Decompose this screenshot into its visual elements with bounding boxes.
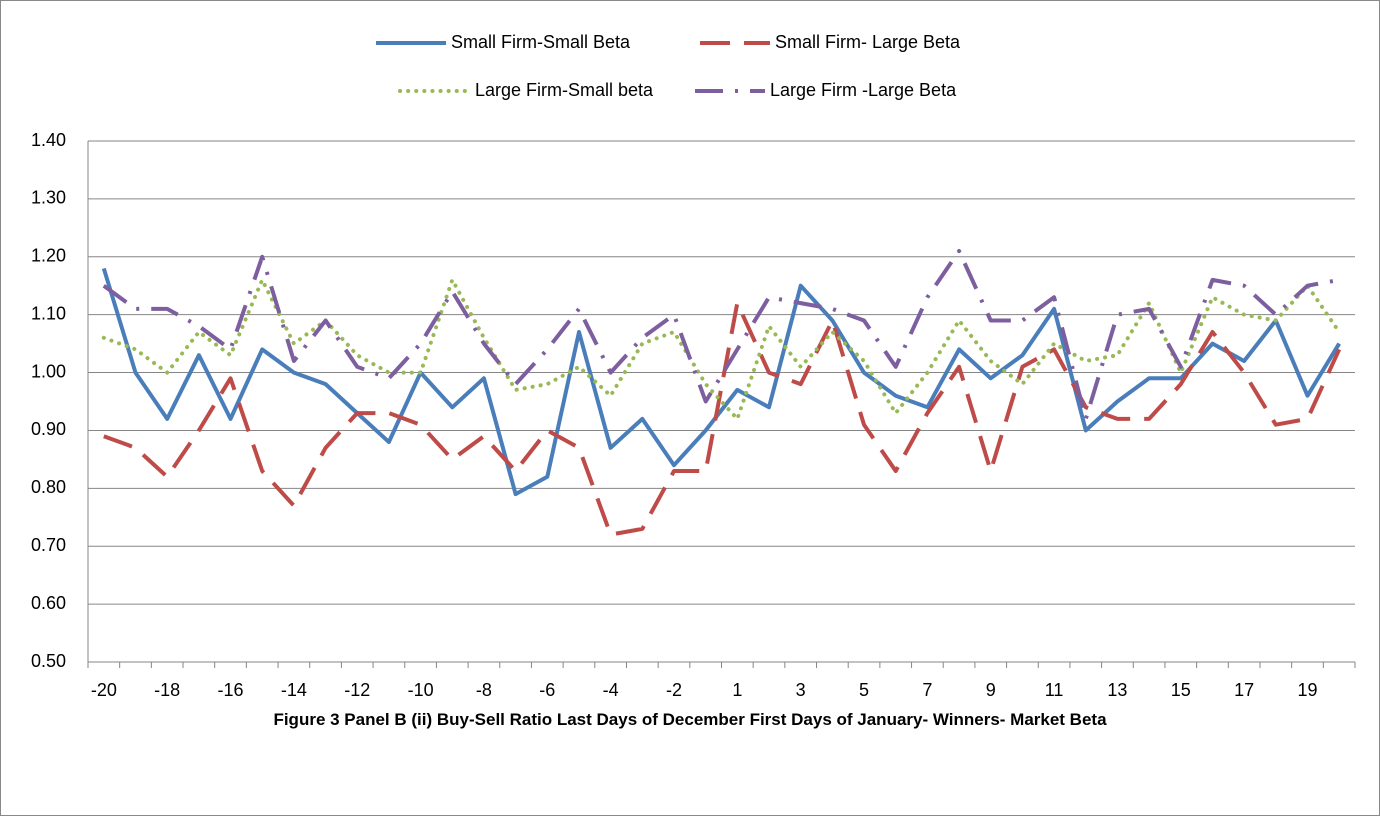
y-tick-label: 0.50	[31, 651, 66, 671]
legend-label: Large Firm -Large Beta	[770, 80, 957, 100]
x-tick-label: -10	[408, 680, 434, 700]
y-tick-label: 1.30	[31, 188, 66, 208]
y-tick-label: 1.00	[31, 361, 66, 381]
x-tick-label: -2	[666, 680, 682, 700]
x-tick-label: 17	[1234, 680, 1254, 700]
x-tick-label: 3	[796, 680, 806, 700]
y-tick-label: 1.20	[31, 246, 66, 266]
y-tick-label: 0.90	[31, 419, 66, 439]
legend-label: Small Firm-Small Beta	[451, 32, 631, 52]
x-tick-label: 19	[1297, 680, 1317, 700]
x-tick-label: 5	[859, 680, 869, 700]
chart-title: Figure 3 Panel B (ii) Buy-Sell Ratio Las…	[273, 710, 1107, 729]
x-tick-label: -16	[218, 680, 244, 700]
y-tick-label: 0.80	[31, 477, 66, 497]
x-tick-label: 13	[1107, 680, 1127, 700]
x-tick-label: -12	[344, 680, 370, 700]
x-tick-label: 1	[732, 680, 742, 700]
x-tick-label: -8	[476, 680, 492, 700]
x-tick-label: 9	[986, 680, 996, 700]
x-tick-label: -4	[603, 680, 619, 700]
legend-label: Small Firm- Large Beta	[775, 32, 961, 52]
x-tick-label: 15	[1171, 680, 1191, 700]
series-line	[101, 267, 1341, 497]
x-tick-label: -6	[539, 680, 555, 700]
legend-label: Large Firm-Small beta	[475, 80, 654, 100]
x-tick-label: 7	[922, 680, 932, 700]
series-line	[103, 301, 1342, 537]
y-tick-label: 0.70	[31, 535, 66, 555]
y-tick-label: 1.40	[31, 130, 66, 150]
x-tick-label: -14	[281, 680, 307, 700]
y-tick-label: 1.10	[31, 303, 66, 323]
y-tick-label: 0.60	[31, 593, 66, 613]
x-tick-label: -20	[91, 680, 117, 700]
x-tick-label: 11	[1045, 680, 1064, 700]
x-tick-label: -18	[154, 680, 180, 700]
